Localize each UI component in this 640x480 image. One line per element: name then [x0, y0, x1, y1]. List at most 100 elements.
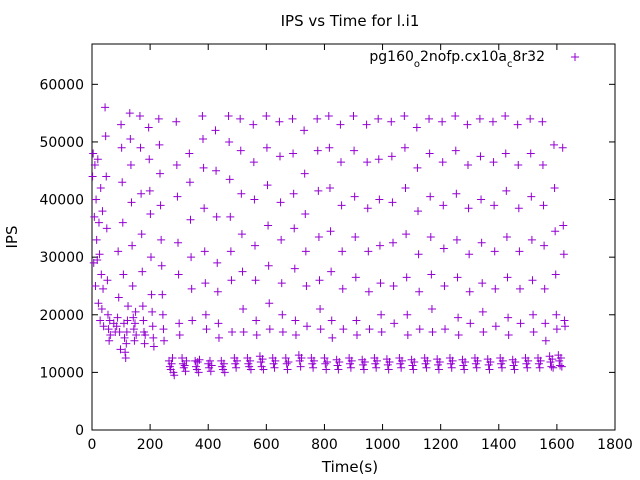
data-point — [472, 363, 481, 372]
data-point — [350, 146, 359, 155]
data-point — [264, 261, 273, 270]
data-point — [324, 112, 333, 121]
data-point — [137, 189, 146, 198]
data-point — [439, 201, 448, 210]
data-point — [251, 241, 260, 250]
data-point — [478, 307, 487, 316]
data-point — [453, 273, 462, 282]
data-point — [262, 143, 271, 152]
data-point — [491, 322, 500, 331]
data-point — [128, 241, 137, 250]
data-point — [112, 322, 121, 331]
x-tick-label: 1600 — [539, 437, 575, 453]
data-point — [535, 363, 544, 372]
data-point — [126, 135, 135, 144]
data-point — [313, 114, 322, 123]
data-point — [147, 290, 156, 299]
x-tick-label: 400 — [195, 437, 222, 453]
data-point — [539, 201, 548, 210]
data-point — [214, 319, 223, 328]
data-point — [327, 267, 336, 276]
data-point — [92, 235, 101, 244]
data-point — [127, 198, 136, 207]
data-point — [220, 368, 229, 377]
data-point — [502, 186, 511, 195]
data-point — [477, 195, 486, 204]
data-point — [461, 358, 470, 367]
legend-marker-plus — [571, 53, 579, 61]
data-point — [284, 358, 293, 367]
data-point — [102, 172, 111, 181]
data-point — [363, 204, 372, 213]
data-point — [144, 123, 153, 132]
data-point — [121, 353, 130, 362]
data-point — [402, 230, 411, 239]
data-point — [106, 330, 115, 339]
data-point — [556, 353, 565, 362]
data-point — [154, 114, 163, 123]
data-point — [427, 305, 436, 314]
data-point — [339, 325, 348, 334]
data-point — [547, 362, 556, 371]
data-point — [102, 224, 111, 233]
y-axis-title: IPS — [3, 226, 21, 249]
data-point — [206, 367, 215, 376]
data-point — [412, 123, 421, 132]
data-point — [224, 112, 233, 121]
data-point — [528, 276, 537, 285]
data-point — [364, 247, 373, 256]
data-point — [146, 253, 155, 262]
data-point — [377, 328, 386, 337]
data-point — [199, 163, 208, 172]
data-point — [373, 356, 382, 365]
data-point — [263, 181, 272, 190]
data-point — [549, 363, 558, 372]
data-point — [561, 322, 570, 331]
data-point — [123, 316, 132, 325]
data-point — [104, 325, 113, 334]
data-point — [226, 247, 235, 256]
data-point — [175, 330, 184, 339]
data-point — [489, 158, 498, 167]
data-point — [131, 307, 140, 316]
data-point — [309, 356, 318, 365]
data-point — [428, 328, 437, 337]
data-point — [232, 363, 241, 372]
data-point — [236, 114, 245, 123]
data-point — [320, 353, 329, 362]
data-point — [365, 325, 374, 334]
data-point — [451, 112, 460, 121]
data-point — [270, 363, 279, 372]
data-point — [289, 149, 298, 158]
data-point — [291, 316, 300, 325]
data-point — [389, 238, 398, 247]
data-point — [559, 221, 568, 230]
data-point — [315, 276, 324, 285]
data-point — [413, 163, 422, 172]
data-point — [523, 363, 532, 372]
data-point — [346, 363, 355, 372]
data-point — [126, 160, 135, 169]
data-point — [138, 267, 147, 276]
data-point — [95, 250, 104, 259]
data-point — [239, 305, 248, 314]
data-point — [422, 363, 431, 372]
data-point — [122, 328, 131, 337]
data-point — [170, 371, 179, 380]
data-point — [226, 212, 235, 221]
data-point — [155, 169, 164, 178]
data-point — [360, 358, 369, 367]
data-point — [129, 325, 138, 334]
data-point — [410, 358, 419, 367]
data-point — [278, 328, 287, 337]
x-tick-label: 200 — [137, 437, 164, 453]
data-point — [351, 233, 360, 241]
data-point — [174, 238, 183, 247]
data-point — [526, 114, 535, 123]
data-point — [225, 137, 234, 146]
y-axis: 0 10000 20000 30000 40000 50000 60000 — [39, 77, 615, 439]
data-point — [454, 330, 463, 339]
data-point — [252, 330, 261, 339]
data-point — [454, 313, 463, 322]
data-point — [501, 112, 510, 121]
